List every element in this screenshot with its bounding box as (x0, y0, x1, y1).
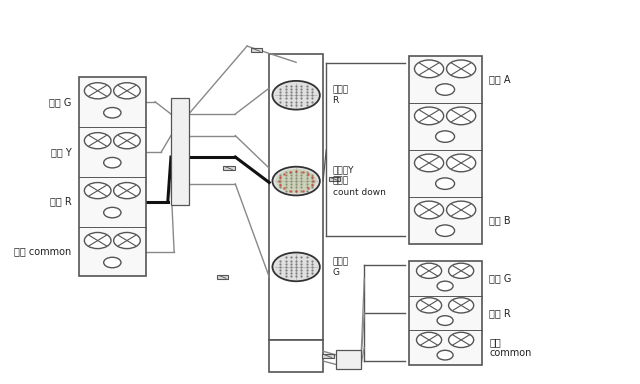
Text: 红满盘
R: 红满盘 R (333, 85, 349, 105)
Circle shape (114, 83, 140, 99)
Text: 绿满盘
G: 绿满盘 G (333, 257, 349, 277)
Circle shape (104, 257, 121, 268)
Bar (323, 354, 334, 359)
Circle shape (437, 316, 453, 325)
Text: 红人 R: 红人 R (489, 308, 511, 318)
Circle shape (449, 298, 474, 313)
Bar (171, 98, 189, 205)
Bar (79, 77, 146, 276)
Circle shape (437, 281, 453, 291)
Circle shape (415, 154, 444, 172)
Text: 公共
common: 公共 common (489, 337, 532, 358)
Circle shape (84, 132, 111, 149)
Circle shape (447, 60, 476, 78)
Bar (409, 56, 481, 244)
Circle shape (415, 201, 444, 219)
Circle shape (276, 169, 316, 193)
Circle shape (84, 182, 111, 199)
Text: 黄灯 Y: 黄灯 Y (51, 147, 72, 157)
Circle shape (415, 60, 444, 78)
Text: 红灯 R: 红灯 R (50, 197, 72, 207)
Circle shape (436, 178, 454, 189)
Bar (251, 48, 262, 52)
Circle shape (417, 263, 442, 278)
Circle shape (104, 108, 121, 118)
Circle shape (449, 332, 474, 348)
Bar (269, 340, 323, 372)
Bar (329, 177, 340, 182)
Bar (223, 166, 235, 170)
Circle shape (436, 131, 454, 142)
Circle shape (449, 263, 474, 278)
Text: 黄满盘Y
倒计时
count down: 黄满盘Y 倒计时 count down (333, 166, 385, 197)
Circle shape (417, 332, 442, 348)
Text: 通讯 A: 通讯 A (489, 74, 511, 84)
Bar (336, 350, 361, 369)
Text: 通讯 B: 通讯 B (489, 215, 511, 225)
Circle shape (104, 157, 121, 168)
Text: 绱人 G: 绱人 G (489, 273, 511, 283)
Circle shape (436, 84, 454, 95)
Bar (409, 261, 481, 365)
Circle shape (447, 154, 476, 172)
Circle shape (84, 232, 111, 248)
Circle shape (273, 253, 320, 281)
Circle shape (436, 225, 454, 237)
Circle shape (415, 107, 444, 125)
Circle shape (447, 107, 476, 125)
Circle shape (114, 132, 140, 149)
Circle shape (417, 298, 442, 313)
Text: 绿灯 G: 绿灯 G (49, 97, 72, 107)
Circle shape (104, 207, 121, 218)
Circle shape (273, 167, 320, 195)
Circle shape (447, 201, 476, 219)
Text: 公共 common: 公共 common (14, 247, 72, 257)
Circle shape (273, 81, 320, 109)
Circle shape (114, 182, 140, 199)
Circle shape (84, 83, 111, 99)
Circle shape (437, 350, 453, 360)
Bar (269, 54, 323, 340)
Bar (217, 275, 228, 279)
Circle shape (114, 232, 140, 248)
